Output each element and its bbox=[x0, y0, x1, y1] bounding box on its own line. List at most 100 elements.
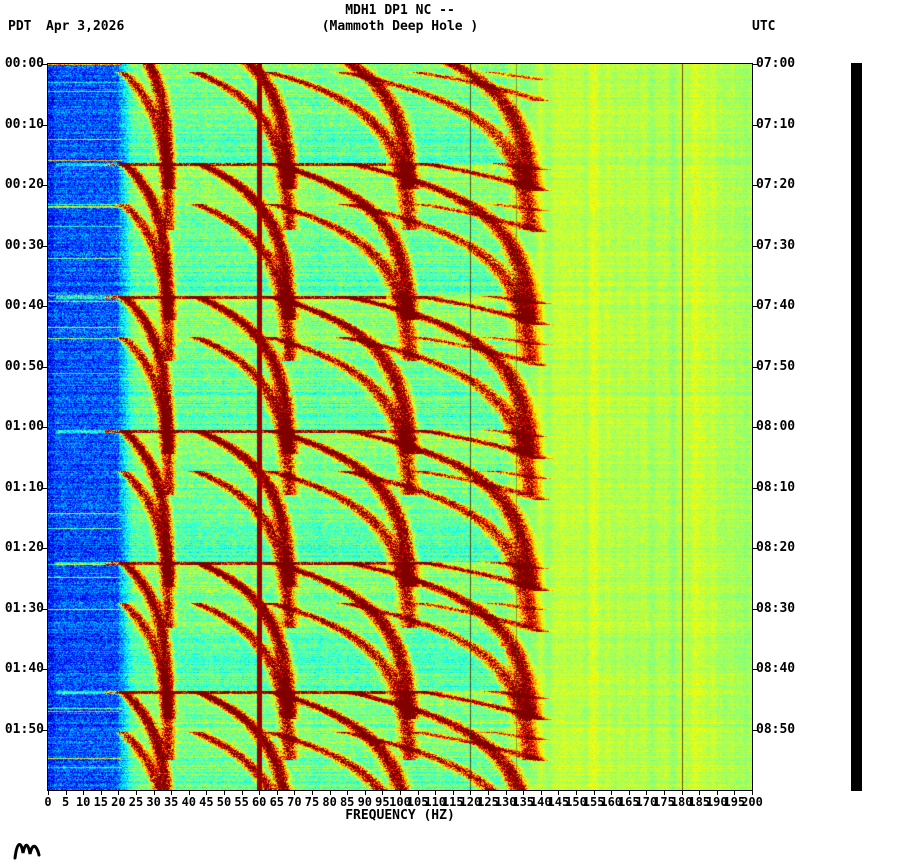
time-label-left: 01:30 bbox=[4, 600, 44, 616]
freq-tick-label: 95 bbox=[375, 795, 390, 809]
freq-tick-label: 25 bbox=[128, 795, 144, 809]
freq-tick-label: 0 bbox=[44, 795, 52, 809]
time-label-right: 08:50 bbox=[756, 721, 796, 737]
freq-tick-label: 160 bbox=[600, 795, 623, 809]
freq-tick bbox=[523, 791, 525, 795]
freq-tick bbox=[206, 791, 208, 795]
freq-tick-label: 30 bbox=[146, 795, 161, 809]
freq-tick bbox=[540, 791, 542, 795]
freq-tick bbox=[628, 791, 630, 795]
time-label-left: 01:40 bbox=[4, 661, 44, 676]
freq-tick-label: 150 bbox=[565, 795, 587, 809]
freq-tick bbox=[171, 791, 173, 795]
freq-tick bbox=[276, 791, 278, 795]
spectrogram-heatmap bbox=[48, 64, 752, 790]
freq-tick bbox=[100, 791, 102, 795]
freq-tick bbox=[329, 791, 331, 795]
time-label-right: 07:00 bbox=[756, 56, 796, 71]
spectrogram-frame bbox=[47, 63, 753, 791]
freq-tick bbox=[576, 791, 577, 795]
corner-scribble-mark bbox=[13, 843, 41, 860]
freq-tick bbox=[312, 791, 313, 795]
freq-tick bbox=[470, 791, 472, 795]
freq-tick-label: 90 bbox=[357, 795, 373, 809]
freq-tick bbox=[48, 791, 49, 795]
time-label-left: 01:00 bbox=[4, 419, 44, 434]
freq-tick-label: 140 bbox=[529, 795, 552, 809]
freq-tick-label: 135 bbox=[512, 795, 535, 809]
freq-tick-label: 65 bbox=[269, 795, 285, 809]
station-title: MDH1 DP1 NC -- bbox=[345, 3, 455, 18]
time-label-left: 00:50 bbox=[4, 358, 44, 374]
freq-tick-label: 175 bbox=[653, 795, 675, 809]
freq-tick-label: 115 bbox=[441, 795, 464, 809]
time-label-left: 01:20 bbox=[4, 540, 44, 555]
freq-tick-label: 50 bbox=[216, 795, 232, 809]
right-timezone-label: UTC bbox=[752, 19, 776, 34]
time-label-right: 07:50 bbox=[756, 358, 796, 374]
freq-tick bbox=[364, 791, 366, 795]
freq-tick bbox=[435, 791, 437, 795]
freq-tick bbox=[752, 791, 753, 795]
freq-tick bbox=[452, 791, 454, 795]
freq-tick bbox=[505, 791, 507, 795]
freq-tick-label: 40 bbox=[181, 795, 197, 809]
time-label-right: 08:30 bbox=[756, 600, 796, 616]
right-time-axis: 07:00 07:10 07:20 07:30 07:40 07:50 08:00 08:10… bbox=[756, 0, 816, 864]
time-label-left: 01:50 bbox=[4, 721, 44, 737]
time-label-left: 00:30 bbox=[4, 237, 44, 253]
time-label-right: 08:00 bbox=[756, 419, 796, 434]
freq-tick-label: 100 bbox=[389, 795, 411, 809]
time-label-right: 07:40 bbox=[756, 298, 796, 313]
freq-tick-label: 180 bbox=[670, 795, 693, 809]
time-label-left: 00:40 bbox=[4, 298, 44, 313]
freq-tick bbox=[259, 791, 261, 795]
freq-tick-label: 15 bbox=[93, 795, 109, 809]
freq-tick-label: 20 bbox=[111, 795, 126, 809]
freq-tick-label: 165 bbox=[617, 795, 640, 809]
freq-tick-label: 120 bbox=[459, 795, 482, 809]
freq-tick-label: 130 bbox=[494, 795, 517, 809]
time-label-right: 07:30 bbox=[756, 237, 796, 253]
freq-tick-label: 145 bbox=[547, 795, 570, 809]
freq-tick bbox=[699, 791, 701, 795]
freq-tick-label: 125 bbox=[477, 795, 499, 809]
freq-tick-label: 10 bbox=[75, 795, 91, 809]
freq-tick-label: 170 bbox=[635, 795, 658, 809]
left-time-axis: 00:00 00:10 00:20 00:30 00:40 00:50 01:00 01:10… bbox=[2, 0, 44, 864]
time-label-right: 08:20 bbox=[756, 540, 796, 555]
freq-tick bbox=[188, 791, 190, 795]
freq-tick bbox=[400, 791, 401, 795]
freq-tick bbox=[136, 791, 137, 795]
freq-tick bbox=[118, 791, 120, 795]
freq-tick bbox=[417, 791, 419, 795]
freq-tick bbox=[65, 791, 67, 795]
time-label-left: 01:10 bbox=[4, 479, 44, 495]
freq-tick bbox=[153, 791, 155, 795]
freq-tick-label: 45 bbox=[199, 795, 214, 809]
freq-tick-label: 55 bbox=[234, 795, 249, 809]
left-timezone-label: PDT bbox=[8, 19, 32, 34]
freq-tick-label: 75 bbox=[304, 795, 320, 809]
freq-axis-label: FREQUENCY (HZ) bbox=[345, 808, 455, 823]
freq-tick bbox=[593, 791, 595, 795]
time-label-right: 08:10 bbox=[756, 479, 796, 495]
freq-tick-label: 80 bbox=[322, 795, 337, 809]
freq-tick bbox=[681, 791, 683, 795]
freq-tick-label: 60 bbox=[251, 795, 267, 809]
freq-tick bbox=[294, 791, 296, 795]
freq-tick bbox=[558, 791, 560, 795]
time-label-left: 00:10 bbox=[4, 116, 44, 132]
freq-tick-label: 5 bbox=[61, 795, 70, 809]
freq-tick-label: 155 bbox=[582, 795, 605, 809]
freq-tick bbox=[347, 791, 349, 795]
freq-tick-label: 195 bbox=[723, 795, 746, 809]
time-label-left: 00:00 bbox=[4, 56, 44, 71]
time-label-left: 00:20 bbox=[4, 177, 44, 192]
freq-tick-label: 70 bbox=[287, 795, 302, 809]
freq-tick bbox=[224, 791, 225, 795]
freq-tick bbox=[382, 791, 384, 795]
freq-tick-label: 85 bbox=[339, 795, 355, 809]
freq-tick bbox=[646, 791, 648, 795]
freq-tick bbox=[241, 791, 243, 795]
